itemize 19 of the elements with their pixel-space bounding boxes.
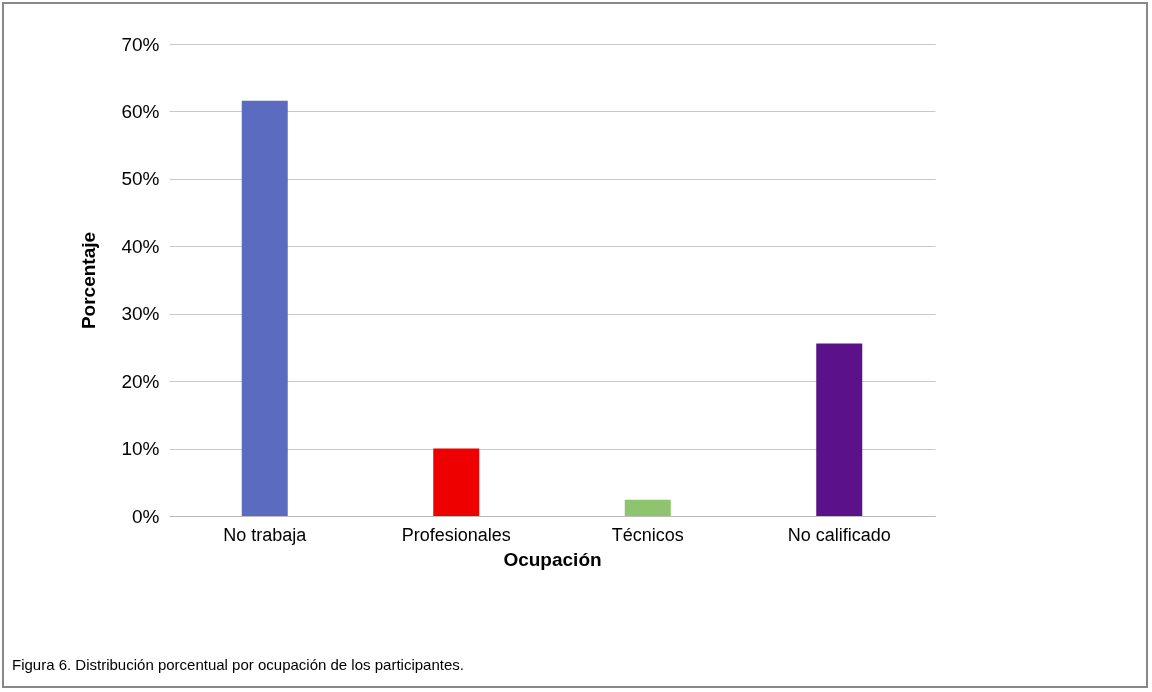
x-tick-label: No trabaja (223, 524, 308, 545)
y-tick-label: 0% (132, 505, 160, 527)
y-tick-label: 10% (121, 438, 160, 460)
y-tick-label: 40% (121, 235, 160, 257)
y-axis-title: Porcentaje (78, 231, 100, 330)
x-tick-label: Técnicos (611, 524, 684, 545)
y-tick-label: 20% (121, 370, 160, 392)
text: Figura 6. Distribución porcentual por ocupación de los participantes. (12, 656, 464, 673)
y-tick-label: 50% (121, 168, 160, 190)
bar (433, 448, 480, 516)
y-tick-label: 70% (121, 33, 160, 55)
y-tick-label: 60% (121, 100, 160, 122)
x-tick-label: No calificado (787, 524, 891, 545)
bar (816, 343, 863, 516)
y-tick-label: 30% (121, 303, 160, 325)
x-axis-title: Ocupación (503, 548, 602, 570)
x-tick-label: Profesionales (401, 524, 511, 545)
bar (624, 499, 671, 516)
bar (241, 100, 288, 516)
